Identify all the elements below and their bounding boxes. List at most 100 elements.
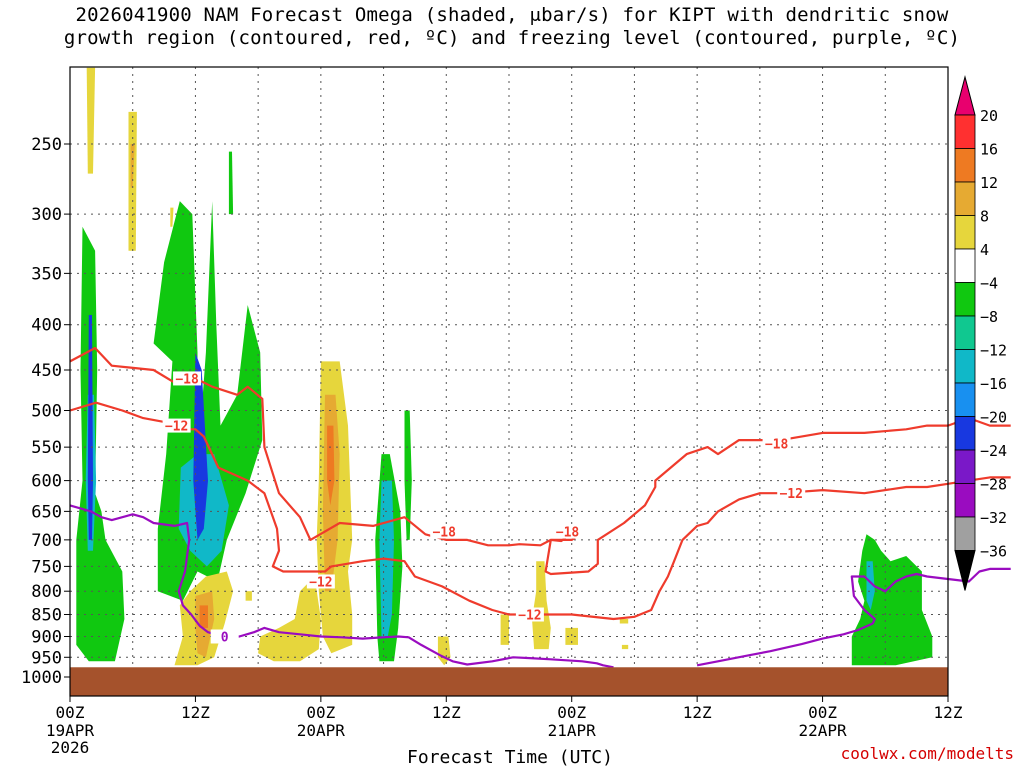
omega-upward-region-8 xyxy=(404,410,412,540)
colorbar-level-7: −12 xyxy=(980,342,1007,360)
y-tick-label-250: 250 xyxy=(31,135,62,155)
dendritic-18C-label-bg-2 xyxy=(553,524,582,539)
dendritic-12C-label-2: −12 xyxy=(518,609,541,624)
colorbar-swatch-12 xyxy=(954,483,976,518)
colorbar-swatch-7 xyxy=(954,315,976,350)
y-tick-label-950: 950 xyxy=(31,648,62,668)
x-tick-sublabel-72-0: 22APR xyxy=(798,721,847,740)
dendritic-12C-label-1: −12 xyxy=(309,575,332,590)
omega-downward-region-15 xyxy=(565,627,578,645)
temperature-contours: −18 −18 −18 −18 −12 −12 −12 −12 0 xyxy=(69,346,1011,669)
dendritic-12C-label-bg-1 xyxy=(306,574,335,589)
colorbar-bottom-triangle xyxy=(954,550,976,591)
x-tick-label-48: 00Z xyxy=(557,703,586,722)
colorbar-level-10: −24 xyxy=(980,442,1007,460)
colorbar-swatch-5 xyxy=(954,248,976,283)
dendritic-18C-label-bg-0 xyxy=(173,371,202,386)
colorbar-swatch-1 xyxy=(954,114,976,149)
dendritic-18C-label-0: −18 xyxy=(175,372,199,387)
freezing-level-0C-line xyxy=(69,504,614,669)
omega-downward-region-12 xyxy=(437,636,451,666)
freezing-level-0C-label-bg-0 xyxy=(210,629,239,644)
colorbar-level-13: −36 xyxy=(980,543,1007,561)
colorbar-level-4: 4 xyxy=(980,241,989,259)
x-tick-sublabel-24-0: 20APR xyxy=(297,721,346,740)
credit-link[interactable]: coolwx.com/modelts xyxy=(840,744,1014,763)
y-tick-label-550: 550 xyxy=(31,438,62,458)
colorbar-top-triangle xyxy=(954,75,976,116)
colorbar-level-11: −28 xyxy=(980,476,1007,494)
x-tick-label-24: 00Z xyxy=(306,703,335,722)
y-tick-label-300: 300 xyxy=(31,205,62,225)
y-tick-label-600: 600 xyxy=(31,472,62,492)
terrain-ground xyxy=(70,667,948,696)
x-tick-sublabel-0-1: 2026 xyxy=(51,738,90,757)
title-line-1: 2026041900 NAM Forecast Omega (shaded, μ… xyxy=(75,4,949,26)
x-axis-label: Forecast Time (UTC) xyxy=(407,747,613,768)
dendritic-18C-label-2: −18 xyxy=(556,526,580,541)
omega-upward-region-2 xyxy=(87,315,93,540)
dendritic-18C-label-bg-3 xyxy=(762,436,791,451)
colorbar-swatch-13 xyxy=(954,516,976,551)
omega-downward-region-13 xyxy=(500,614,509,645)
colorbar-swatch-10 xyxy=(954,416,976,451)
omega-upward-region-4 xyxy=(228,151,234,215)
colorbar-level-5: −4 xyxy=(980,275,998,293)
omega-upward-region-6 xyxy=(193,352,208,540)
dendritic-18C-label-1: −18 xyxy=(432,526,456,541)
colorbar-level-6: −8 xyxy=(980,308,998,326)
x-tick-label-84: 12Z xyxy=(934,703,963,722)
y-tick-label-450: 450 xyxy=(31,361,62,381)
colorbar-swatch-9 xyxy=(954,382,976,417)
omega-downward-region-3 xyxy=(170,207,174,227)
y-tick-label-850: 850 xyxy=(31,606,62,626)
omega-upward-region-10 xyxy=(851,534,933,666)
y-tick-label-350: 350 xyxy=(31,264,62,284)
colorbar-swatch-11 xyxy=(954,449,976,484)
omega-upward-region-11 xyxy=(866,561,875,610)
dendritic-12C-label-3: −12 xyxy=(779,487,802,502)
dendritic-12C-label-0: −12 xyxy=(165,420,188,435)
chart-title: 2026041900 NAM Forecast Omega (shaded, μ… xyxy=(0,4,1024,50)
freezing-level-0C-label-0: 0 xyxy=(221,630,229,645)
colorbar-swatch-4 xyxy=(954,215,976,250)
omega-upward-region-0 xyxy=(76,226,125,662)
omega-downward-region-14 xyxy=(532,561,551,650)
colorbar-level-3: 8 xyxy=(980,208,989,226)
y-tick-label-900: 900 xyxy=(31,627,62,647)
colorbar-swatch-2 xyxy=(954,148,976,183)
dendritic-18C-label-3: −18 xyxy=(765,438,789,453)
colorbar-level-2: 12 xyxy=(980,174,998,192)
y-tick-label-750: 750 xyxy=(31,557,62,577)
colorbar-swatch-8 xyxy=(954,349,976,384)
x-tick-label-36: 12Z xyxy=(432,703,461,722)
omega-downward-region-10 xyxy=(327,425,335,506)
title-line-2: growth region (contoured, red, ºC) and f… xyxy=(63,27,961,49)
colorbar-level-1: 16 xyxy=(980,141,998,159)
dendritic-12C-label-bg-0 xyxy=(162,418,191,433)
y-tick-label-500: 500 xyxy=(31,402,62,422)
omega-downward-region-16 xyxy=(619,619,629,624)
omega-downward-region-0 xyxy=(86,67,96,174)
colorbar-level-0: 20 xyxy=(980,107,998,125)
colorbar-swatch-3 xyxy=(954,181,976,216)
colorbar: 20 16 12 8 4 −4 −8 −12 −16 −20 −24 −28 −32 −36 xyxy=(954,75,1007,591)
omega-shading xyxy=(76,67,933,666)
colorbar-level-8: −16 xyxy=(980,375,1007,393)
omega-downward-region-7 xyxy=(245,591,252,601)
y-axis: 2503003504004505005506006507007508008509… xyxy=(21,135,70,688)
y-tick-label-800: 800 xyxy=(31,582,62,602)
y-tick-label-400: 400 xyxy=(31,316,62,336)
colorbar-swatch-6 xyxy=(954,282,976,317)
x-tick-label-60: 12Z xyxy=(683,703,712,722)
y-tick-label-1000: 1000 xyxy=(21,668,62,688)
colorbar-level-9: −20 xyxy=(980,409,1007,427)
plot-frame xyxy=(69,66,949,697)
x-tick-label-72: 00Z xyxy=(808,703,837,722)
omega-downward-region-11 xyxy=(258,576,321,662)
x-tick-label-0: 00Z xyxy=(56,703,85,722)
y-tick-label-700: 700 xyxy=(31,531,62,551)
colorbar-level-12: −32 xyxy=(980,509,1007,527)
